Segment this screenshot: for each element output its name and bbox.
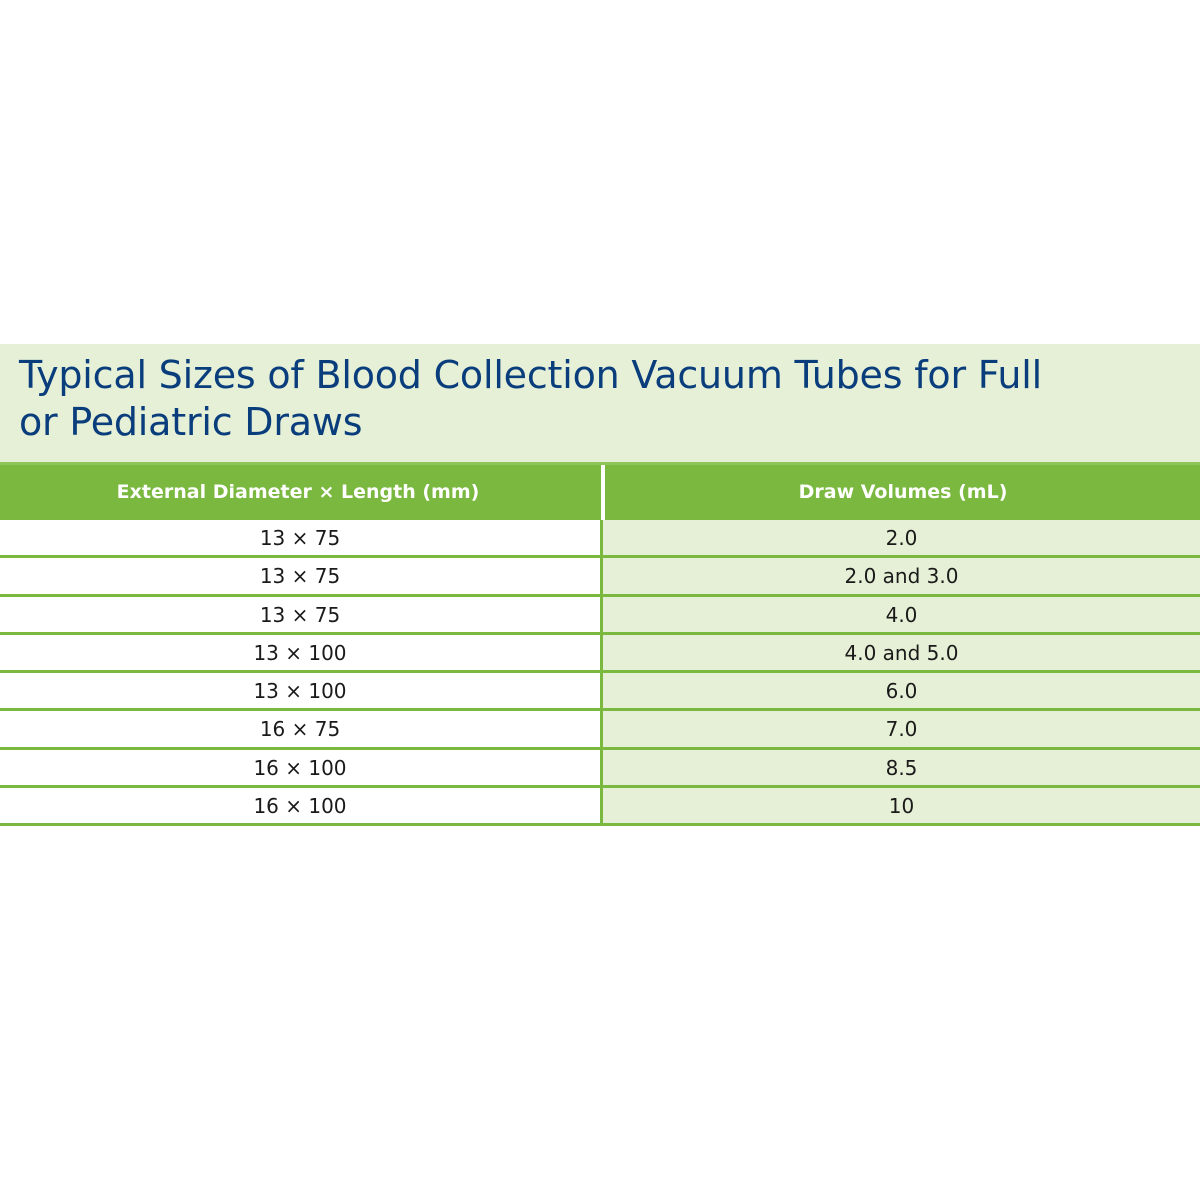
volume-cell: 4.0 and 5.0 — [603, 634, 1200, 671]
title-line-1: Typical Sizes of Blood Collection Vacuum… — [19, 353, 1042, 397]
header-divider — [601, 465, 605, 520]
column-header-draw-volumes: Draw Volumes (mL) — [798, 481, 1008, 503]
volume-cell: 10 — [603, 788, 1200, 824]
size-cell: 16 × 75 — [0, 711, 603, 747]
table-row: 13 × 75 4.0 — [0, 596, 1200, 635]
table-row: 13 × 100 6.0 — [0, 673, 1200, 712]
size-cell: 13 × 75 — [0, 520, 603, 556]
volume-cell: 7.0 — [603, 711, 1200, 747]
size-cell: 13 × 100 — [0, 634, 603, 671]
table-body: 13 × 75 2.0 13 × 75 2.0 and 3.0 13 × 75 … — [0, 520, 1200, 827]
volume-cell: 6.0 — [603, 673, 1200, 709]
table-row: 13 × 75 2.0 and 3.0 — [0, 558, 1200, 597]
table-row: 13 × 75 2.0 — [0, 520, 1200, 559]
size-cell: 16 × 100 — [0, 788, 603, 824]
table-row: 16 × 100 8.5 — [0, 749, 1200, 789]
volume-cell: 8.5 — [603, 749, 1200, 786]
table-header-row: External Diameter × Length (mm) Draw Vol… — [0, 462, 1200, 520]
size-cell: 16 × 100 — [0, 749, 603, 786]
size-cell: 13 × 75 — [0, 596, 603, 632]
page-title: Typical Sizes of Blood Collection Vacuum… — [19, 352, 1119, 446]
title-line-2: or Pediatric Draws — [19, 400, 363, 444]
tube-size-panel: Typical Sizes of Blood Collection Vacuum… — [0, 344, 1200, 829]
volume-cell: 2.0 — [603, 520, 1200, 556]
volume-cell: 2.0 and 3.0 — [603, 558, 1200, 594]
table-row: 16 × 75 7.0 — [0, 711, 1200, 750]
column-header-diameter-length: External Diameter × Length (mm) — [116, 481, 480, 503]
title-band: Typical Sizes of Blood Collection Vacuum… — [0, 344, 1200, 462]
size-cell: 13 × 75 — [0, 558, 603, 594]
table-row: 16 × 100 10 — [0, 788, 1200, 827]
table-row: 13 × 100 4.0 and 5.0 — [0, 634, 1200, 674]
size-cell: 13 × 100 — [0, 673, 603, 709]
volume-cell: 4.0 — [603, 596, 1200, 632]
